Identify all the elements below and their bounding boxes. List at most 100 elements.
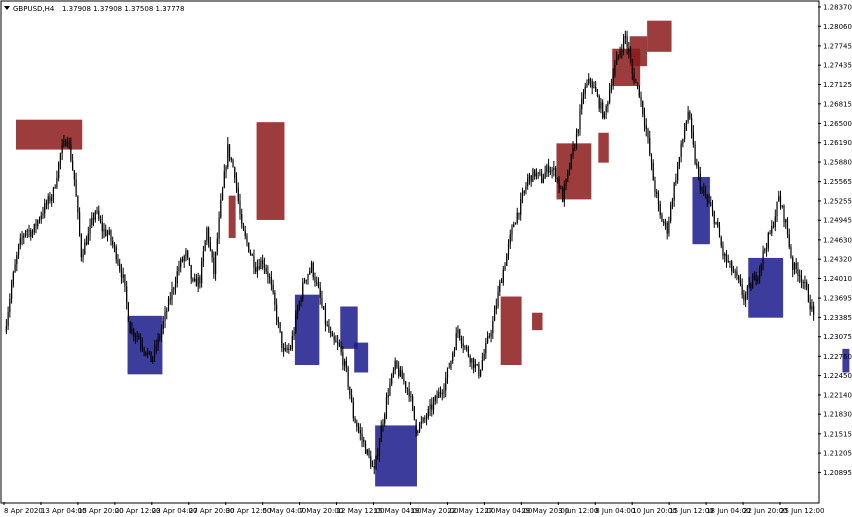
candle-body (378, 441, 381, 456)
price-tick-label: 1.27745 (823, 42, 852, 50)
candle-body (408, 388, 410, 397)
price-tick-label: 1.24945 (823, 217, 852, 225)
candle-body (713, 211, 715, 224)
candle-body (101, 222, 103, 232)
price-tick-label: 1.20895 (823, 469, 852, 477)
candle-body (349, 386, 351, 396)
candle-body (511, 227, 513, 235)
candle-body (185, 250, 187, 257)
candle-body (446, 367, 449, 379)
candle-body (28, 230, 30, 231)
candle-body (202, 251, 204, 262)
candle-body (717, 221, 719, 227)
candle-body (157, 337, 159, 347)
candle-body (7, 311, 9, 326)
candle-body (413, 406, 415, 420)
candle-body (256, 266, 259, 272)
candle-body (167, 298, 170, 311)
candle-body (317, 282, 320, 288)
candle-body (405, 381, 407, 389)
candle-body (813, 306, 815, 315)
candle-body (319, 287, 321, 298)
candle-body (643, 114, 646, 126)
candle-body (284, 348, 286, 351)
candle-body (274, 292, 276, 305)
candle-body (561, 188, 564, 202)
candle-body (690, 118, 693, 132)
candle-body (258, 266, 260, 269)
candle-body (382, 423, 384, 427)
candle-body (467, 348, 470, 356)
candle-body (141, 344, 143, 349)
candle-body (35, 223, 37, 227)
candle-body (295, 314, 297, 332)
candle-body (108, 230, 110, 234)
candle-body (575, 133, 578, 148)
candle-body (220, 199, 222, 218)
candle-body (699, 173, 701, 189)
time-tick-label: 30 Apr 12:00 (226, 507, 272, 515)
candle-body (152, 356, 154, 363)
candle-body (460, 337, 463, 344)
candle-body (757, 278, 759, 282)
candle-body (708, 200, 710, 203)
candle-body (422, 418, 424, 422)
candle-body (293, 331, 295, 336)
candle-body (654, 180, 656, 192)
candle-body (506, 253, 508, 266)
candle-body (124, 274, 126, 287)
candle-body (338, 343, 340, 346)
triangle-down-icon[interactable] (4, 6, 10, 10)
candle-body (596, 91, 599, 96)
candle-body (624, 35, 626, 38)
candle-body (305, 279, 307, 281)
candle-body (166, 310, 168, 313)
candle-body (267, 271, 269, 278)
candle-body (710, 202, 712, 207)
time-tick-label: 27 May 04:00 (484, 507, 532, 515)
candle-body (194, 278, 196, 281)
candle-body (56, 177, 58, 188)
candle-body (357, 426, 360, 431)
candle-body (263, 264, 266, 268)
candle-body (98, 210, 100, 219)
candle-body (603, 112, 606, 118)
candle-body (523, 190, 525, 194)
candle-body (37, 220, 39, 227)
candle-body (19, 238, 21, 245)
candle-body (715, 221, 717, 224)
candle-body (771, 225, 773, 234)
candle-body (392, 370, 395, 375)
candle-body (199, 277, 201, 284)
candle-body (807, 287, 810, 303)
price-tick-label: 1.22760 (823, 353, 852, 361)
candle-body (385, 397, 388, 415)
candle-body (664, 222, 667, 224)
candle-body (51, 196, 53, 201)
candle-body (94, 211, 96, 220)
candle-body (556, 178, 558, 180)
candle-body (99, 218, 102, 223)
candle-body (497, 291, 499, 306)
candle-body (792, 257, 794, 270)
candle-body (474, 364, 476, 368)
candle-body (24, 231, 27, 236)
candle-body (12, 272, 14, 285)
candle-body (724, 253, 726, 256)
candle-body (783, 205, 785, 223)
candle-body (248, 242, 250, 253)
candle-body (371, 466, 374, 467)
candle-body (82, 254, 84, 258)
candle-body (58, 162, 60, 178)
candle-body (133, 329, 135, 337)
candle-body (481, 359, 483, 370)
candle-body (373, 466, 375, 469)
price-tick-label: 1.27435 (823, 62, 852, 70)
candle-body (616, 56, 618, 66)
candle-body (270, 277, 272, 285)
time-tick-label: 20 Apr 12:00 (115, 507, 161, 515)
candle-body (577, 129, 579, 134)
candle-body (331, 333, 334, 337)
candle-body (788, 234, 790, 248)
